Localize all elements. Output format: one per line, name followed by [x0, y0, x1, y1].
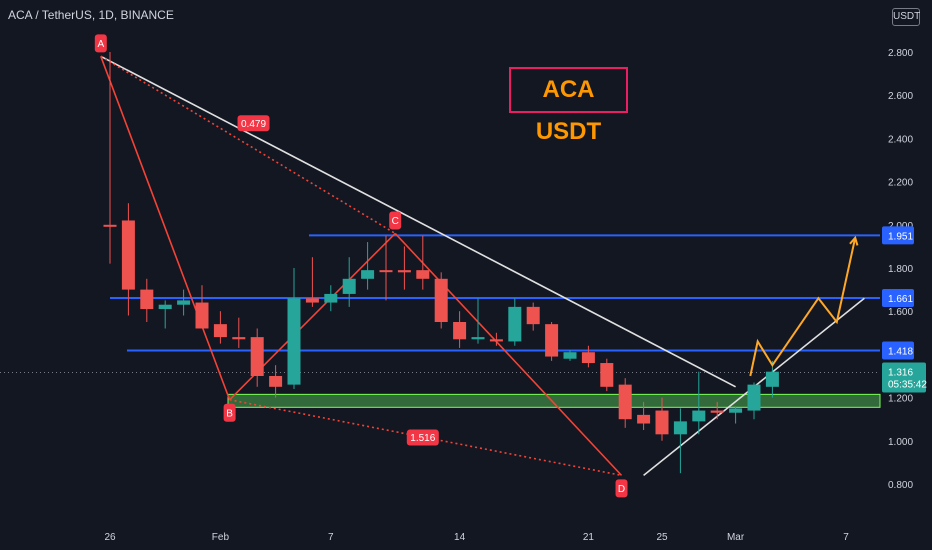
pattern-point-box: [389, 211, 402, 230]
projection-line: [749, 237, 857, 377]
y-tick-label: 2.000: [888, 221, 913, 232]
symbol-title[interactable]: ACA / TetherUS, 1D, BINANCE: [8, 8, 174, 22]
candle-body: [213, 324, 227, 338]
level-price-label: 1.661: [888, 294, 913, 305]
candle-body: [287, 298, 301, 385]
candle-body: [673, 421, 687, 435]
candle-body: [305, 298, 319, 303]
level-price-tag: [882, 341, 914, 360]
candle-body: [729, 408, 743, 413]
candle-body: [618, 384, 632, 420]
level-price-tag: [882, 289, 914, 308]
y-tick-label: 2.600: [888, 91, 913, 102]
candle-body: [692, 410, 706, 422]
ratio-label: 0.479: [241, 119, 266, 130]
current-price-label: 1.316: [888, 368, 913, 379]
candle-body: [232, 337, 246, 340]
x-tick-label: 21: [583, 532, 595, 543]
y-tick-label: 2.800: [888, 48, 913, 59]
x-tick-label: Mar: [727, 532, 745, 543]
candle-body: [177, 300, 191, 305]
candle-body: [342, 278, 356, 294]
ratio-connector: [229, 398, 622, 477]
y-tick-label: 2.400: [888, 134, 913, 145]
candles: [103, 52, 779, 474]
support-zone: [227, 393, 881, 408]
time-axis[interactable]: 26 Feb 7 14 21 25 Mar 7: [104, 532, 849, 543]
candle-body: [508, 306, 522, 342]
candle-body: [453, 322, 467, 340]
x-tick-label: 14: [454, 532, 466, 543]
pattern-leg: [394, 232, 623, 476]
ratio-connector: [100, 55, 396, 235]
y-tick-label: 1.600: [888, 307, 913, 318]
y-tick-label: 1.200: [888, 394, 913, 405]
x-tick-label: 7: [328, 532, 334, 543]
candle-body: [471, 337, 485, 340]
pattern-point-label: A: [97, 39, 104, 50]
candle-body: [324, 293, 338, 303]
pattern-point-label: D: [618, 484, 625, 495]
level-price-tag: [882, 226, 914, 245]
candle-body: [655, 410, 669, 435]
y-tick-label: 0.800: [888, 480, 913, 491]
candle-body: [158, 304, 172, 310]
candle-body: [121, 220, 135, 290]
projection-arrowhead: [849, 235, 859, 246]
candle-body: [581, 352, 595, 364]
candle-body: [103, 224, 117, 227]
level-price-label: 1.418: [888, 347, 913, 358]
current-price-tag: [882, 362, 926, 393]
trendline: [100, 55, 736, 388]
y-tick-label: 1.000: [888, 437, 913, 448]
candle-body: [416, 270, 430, 279]
level-price-label: 1.951: [888, 231, 913, 242]
pattern-point-label: B: [226, 408, 233, 419]
y-tick-label: 2.200: [888, 178, 913, 189]
pattern-point-labels: A B C D: [94, 34, 628, 498]
candle-body: [710, 410, 724, 413]
projection-path: [749, 235, 859, 377]
candle-body: [526, 306, 540, 325]
candle-body: [489, 339, 503, 342]
pattern-leg: [100, 56, 231, 401]
support-zone-rect: [227, 393, 881, 408]
bar-countdown-label: 05:35:42: [888, 380, 927, 391]
candle-body: [250, 337, 264, 376]
candle-body: [600, 363, 614, 387]
candle-body: [765, 371, 779, 387]
ratio-label: 1.516: [410, 433, 435, 444]
abcd-pattern: 0.479 1.516: [100, 55, 623, 477]
candle-body: [545, 324, 559, 357]
candle-body: [397, 270, 411, 273]
price-axis[interactable]: 2.800 2.600 2.400 2.200 2.000 1.800 1.600 1.200…: [888, 48, 913, 491]
chart-annotation-label: ACA USDT: [509, 67, 628, 145]
currency-badge[interactable]: USDT: [892, 8, 920, 26]
candle-body: [379, 270, 393, 273]
candle-body: [195, 302, 209, 329]
candle-body: [637, 414, 651, 424]
candle-body: [140, 289, 154, 310]
x-tick-label: 26: [104, 532, 116, 543]
candle-body: [563, 352, 577, 359]
candle-body: [434, 278, 448, 322]
y-tick-label: 1.800: [888, 264, 913, 275]
pattern-point-box: [94, 34, 107, 53]
x-tick-label: 7: [843, 532, 849, 543]
ratio-box: [237, 115, 270, 132]
pattern-point-box: [223, 403, 236, 422]
candle-body: [361, 270, 375, 279]
ratio-box: [406, 429, 439, 446]
pattern-point-label: C: [392, 216, 399, 227]
pattern-point-box: [615, 479, 628, 498]
candle-body: [269, 376, 283, 387]
candle-body: [747, 384, 761, 411]
x-tick-label: 25: [656, 532, 668, 543]
x-tick-label: Feb: [212, 532, 230, 543]
